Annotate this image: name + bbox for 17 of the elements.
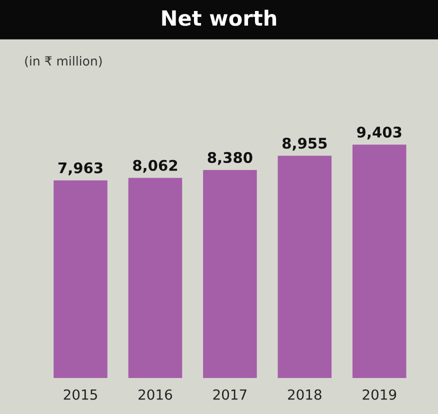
x-tick-label: 2018 xyxy=(288,389,322,400)
x-tick-label: 2019 xyxy=(362,389,396,400)
bar xyxy=(278,156,332,378)
bar xyxy=(128,178,182,378)
x-tick-label: 2016 xyxy=(138,389,172,400)
data-label: 7,963 xyxy=(58,162,102,176)
chart-subtitle: (in ₹ million) xyxy=(25,56,102,68)
data-label: 9,403 xyxy=(357,126,402,140)
bar xyxy=(54,180,108,378)
data-label: 8,062 xyxy=(133,160,178,173)
chart-title: Net worth xyxy=(162,10,276,26)
bar xyxy=(203,170,257,378)
x-tick-label: 2017 xyxy=(213,389,246,400)
bar xyxy=(352,144,406,378)
x-tick-label: 2015 xyxy=(64,389,97,400)
data-label: 8,380 xyxy=(208,152,252,165)
data-label: 8,955 xyxy=(282,138,327,151)
